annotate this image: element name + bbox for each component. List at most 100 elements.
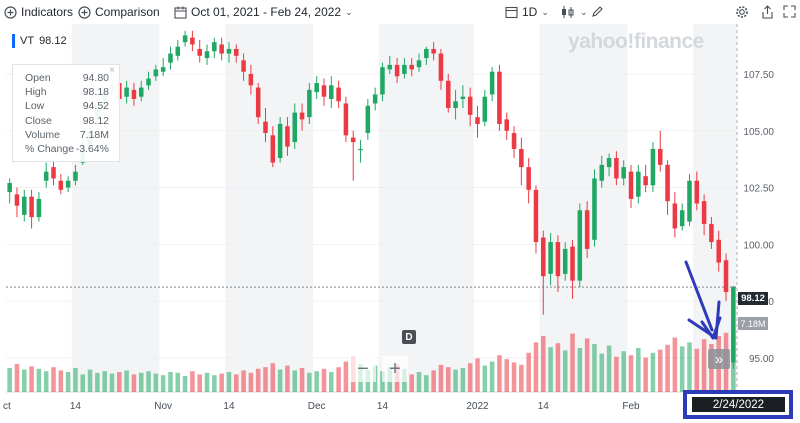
candle-body xyxy=(453,101,458,109)
volume-bar xyxy=(29,366,34,392)
candle-body xyxy=(29,196,34,218)
candle-body xyxy=(709,223,714,243)
ohlc-row-close: Close 98.12 xyxy=(25,114,109,128)
candle xyxy=(621,160,626,186)
candle-body xyxy=(292,112,298,143)
volume-bar xyxy=(307,372,312,392)
volume-bar xyxy=(95,372,100,392)
volume-bar xyxy=(212,375,217,392)
candle xyxy=(519,137,524,186)
candle-body xyxy=(577,210,583,281)
candle xyxy=(475,105,480,138)
candle-body xyxy=(270,135,276,163)
ohlc-row-change: % Change -3.64% xyxy=(25,142,109,156)
ohlc-row-open: Open 94.80 xyxy=(25,71,109,85)
x-tick-label: Dec xyxy=(308,401,326,412)
volume-bar xyxy=(562,350,568,392)
candle-body xyxy=(599,164,605,181)
candle-body xyxy=(168,53,173,63)
volume-bar xyxy=(255,368,261,392)
scroll-to-end-button[interactable]: » xyxy=(708,349,730,369)
zoom-out-button[interactable]: − xyxy=(350,356,376,382)
close-icon[interactable]: × xyxy=(109,65,115,76)
volume-bar xyxy=(175,372,181,392)
volume-bar xyxy=(650,352,656,392)
candle-body xyxy=(628,171,634,199)
candle-body xyxy=(263,121,268,134)
candle xyxy=(467,87,473,127)
ohlc-label: Open xyxy=(25,72,51,84)
volume-bar xyxy=(117,372,122,392)
ticker-badge[interactable]: VT 98.12 xyxy=(12,33,71,49)
candle-body xyxy=(541,237,546,277)
volume-bar xyxy=(431,370,436,392)
gear-icon xyxy=(736,6,748,18)
volume-bar xyxy=(657,349,663,392)
settings-button[interactable] xyxy=(735,5,749,19)
candle-body xyxy=(350,137,356,143)
candle-body xyxy=(687,180,692,222)
candle-body xyxy=(592,178,597,240)
x-tick-label: 2022 xyxy=(466,401,489,412)
volume-bar xyxy=(628,355,634,392)
candle xyxy=(402,58,407,79)
volume-bar xyxy=(343,361,349,392)
comparison-button[interactable]: Comparison xyxy=(78,5,160,19)
candle-body xyxy=(307,89,312,118)
draw-button[interactable] xyxy=(591,5,604,18)
candle xyxy=(307,83,312,124)
candle-body xyxy=(614,158,619,179)
indicators-button[interactable]: Indicators xyxy=(4,5,73,19)
volume-bar xyxy=(109,373,115,392)
dividend-marker[interactable]: D xyxy=(402,330,416,344)
candle xyxy=(584,201,590,258)
chart-type-button[interactable]: ⌄ xyxy=(560,5,588,19)
candle-body xyxy=(285,126,290,147)
volume-bar xyxy=(453,369,458,392)
candle xyxy=(657,130,663,172)
candle xyxy=(394,58,400,84)
candle xyxy=(43,162,49,188)
x-tick-label: 14 xyxy=(538,401,550,412)
volume-bar xyxy=(445,367,451,392)
share-button[interactable] xyxy=(761,5,774,19)
candle xyxy=(424,46,429,65)
volume-bar xyxy=(270,363,276,392)
candle-body xyxy=(672,203,678,229)
ohlc-value: 94.52 xyxy=(82,100,109,113)
candle xyxy=(445,73,451,113)
candle xyxy=(153,64,159,81)
ohlc-row-volume: Volume 7.18M xyxy=(25,128,109,142)
volume-bar xyxy=(438,364,444,392)
candle-body xyxy=(694,180,700,204)
candle-body xyxy=(124,87,129,97)
candle xyxy=(526,158,531,204)
candle xyxy=(460,85,466,109)
date-range-button[interactable]: Oct 01, 2021 - Feb 24, 2022 ⌄ xyxy=(174,5,353,19)
volume-bar xyxy=(87,369,93,392)
candle xyxy=(562,242,568,281)
volume-bar xyxy=(314,371,319,392)
ohlc-label: Volume xyxy=(25,128,61,141)
ohlc-value: 7.18M xyxy=(79,128,109,141)
volume-bar xyxy=(409,374,414,392)
candle-body xyxy=(277,123,283,159)
candle-body xyxy=(204,51,210,59)
volume-bar xyxy=(277,369,283,392)
candle xyxy=(716,230,721,272)
candle-body xyxy=(175,46,181,56)
fullscreen-button[interactable] xyxy=(783,5,796,18)
candle xyxy=(511,126,517,159)
volume-bar xyxy=(321,368,327,392)
volume-bar xyxy=(570,333,575,392)
candle-body xyxy=(409,64,414,70)
candle xyxy=(701,194,707,236)
candle xyxy=(570,239,575,299)
x-axis-labels: ct14Nov14Dec14202214Feb14 xyxy=(3,401,703,412)
candle-body xyxy=(182,35,188,43)
interval-button[interactable]: 1D ⌄ xyxy=(505,5,549,19)
candle xyxy=(687,173,692,227)
zoom-in-button[interactable]: + xyxy=(382,356,408,382)
volume-bar xyxy=(577,348,583,392)
